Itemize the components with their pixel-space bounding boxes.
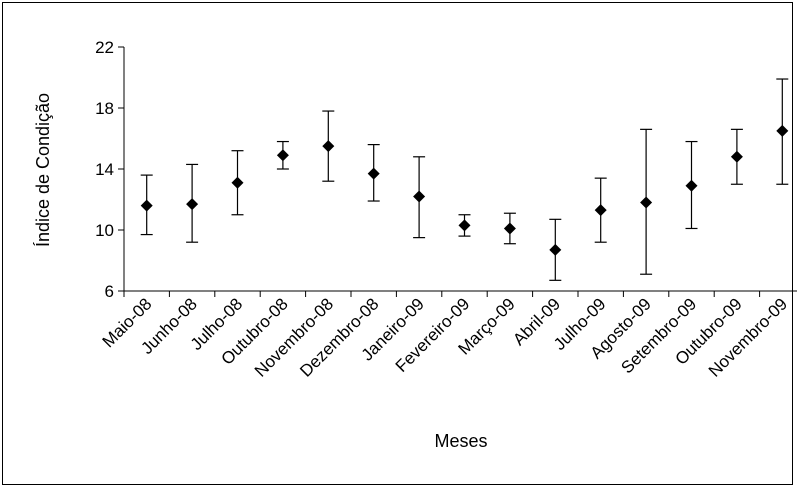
tick-labels: 610141822Maio-08Junho-08Julho-08Outubro-…	[95, 38, 791, 381]
data-point	[640, 196, 653, 209]
data-point	[231, 176, 244, 189]
data-point	[685, 179, 698, 192]
axes	[118, 46, 797, 297]
y-tick-label: 18	[95, 99, 114, 118]
data-point	[276, 149, 289, 162]
data-point	[594, 204, 607, 217]
y-tick-label: 14	[95, 160, 114, 179]
y-tick-label: 22	[95, 38, 114, 57]
data-point	[413, 190, 426, 203]
data-point	[140, 199, 153, 212]
x-tick-label: Dezembro-08	[296, 294, 382, 380]
data-point	[367, 167, 380, 180]
x-tick-label: Novembro-09	[705, 294, 791, 380]
data-point	[186, 198, 199, 211]
data-marks	[140, 78, 789, 281]
data-point	[730, 150, 743, 163]
data-point	[503, 222, 516, 235]
data-point	[776, 124, 789, 137]
x-tick-label: Novembro-08	[251, 294, 337, 380]
y-tick-label: 10	[95, 221, 114, 240]
y-axis-title: Índice de Condição	[33, 93, 53, 247]
x-axis-title: Meses	[434, 431, 487, 451]
data-point	[458, 219, 471, 232]
y-tick-label: 6	[105, 282, 114, 301]
data-point	[322, 140, 335, 153]
data-point	[549, 243, 562, 256]
